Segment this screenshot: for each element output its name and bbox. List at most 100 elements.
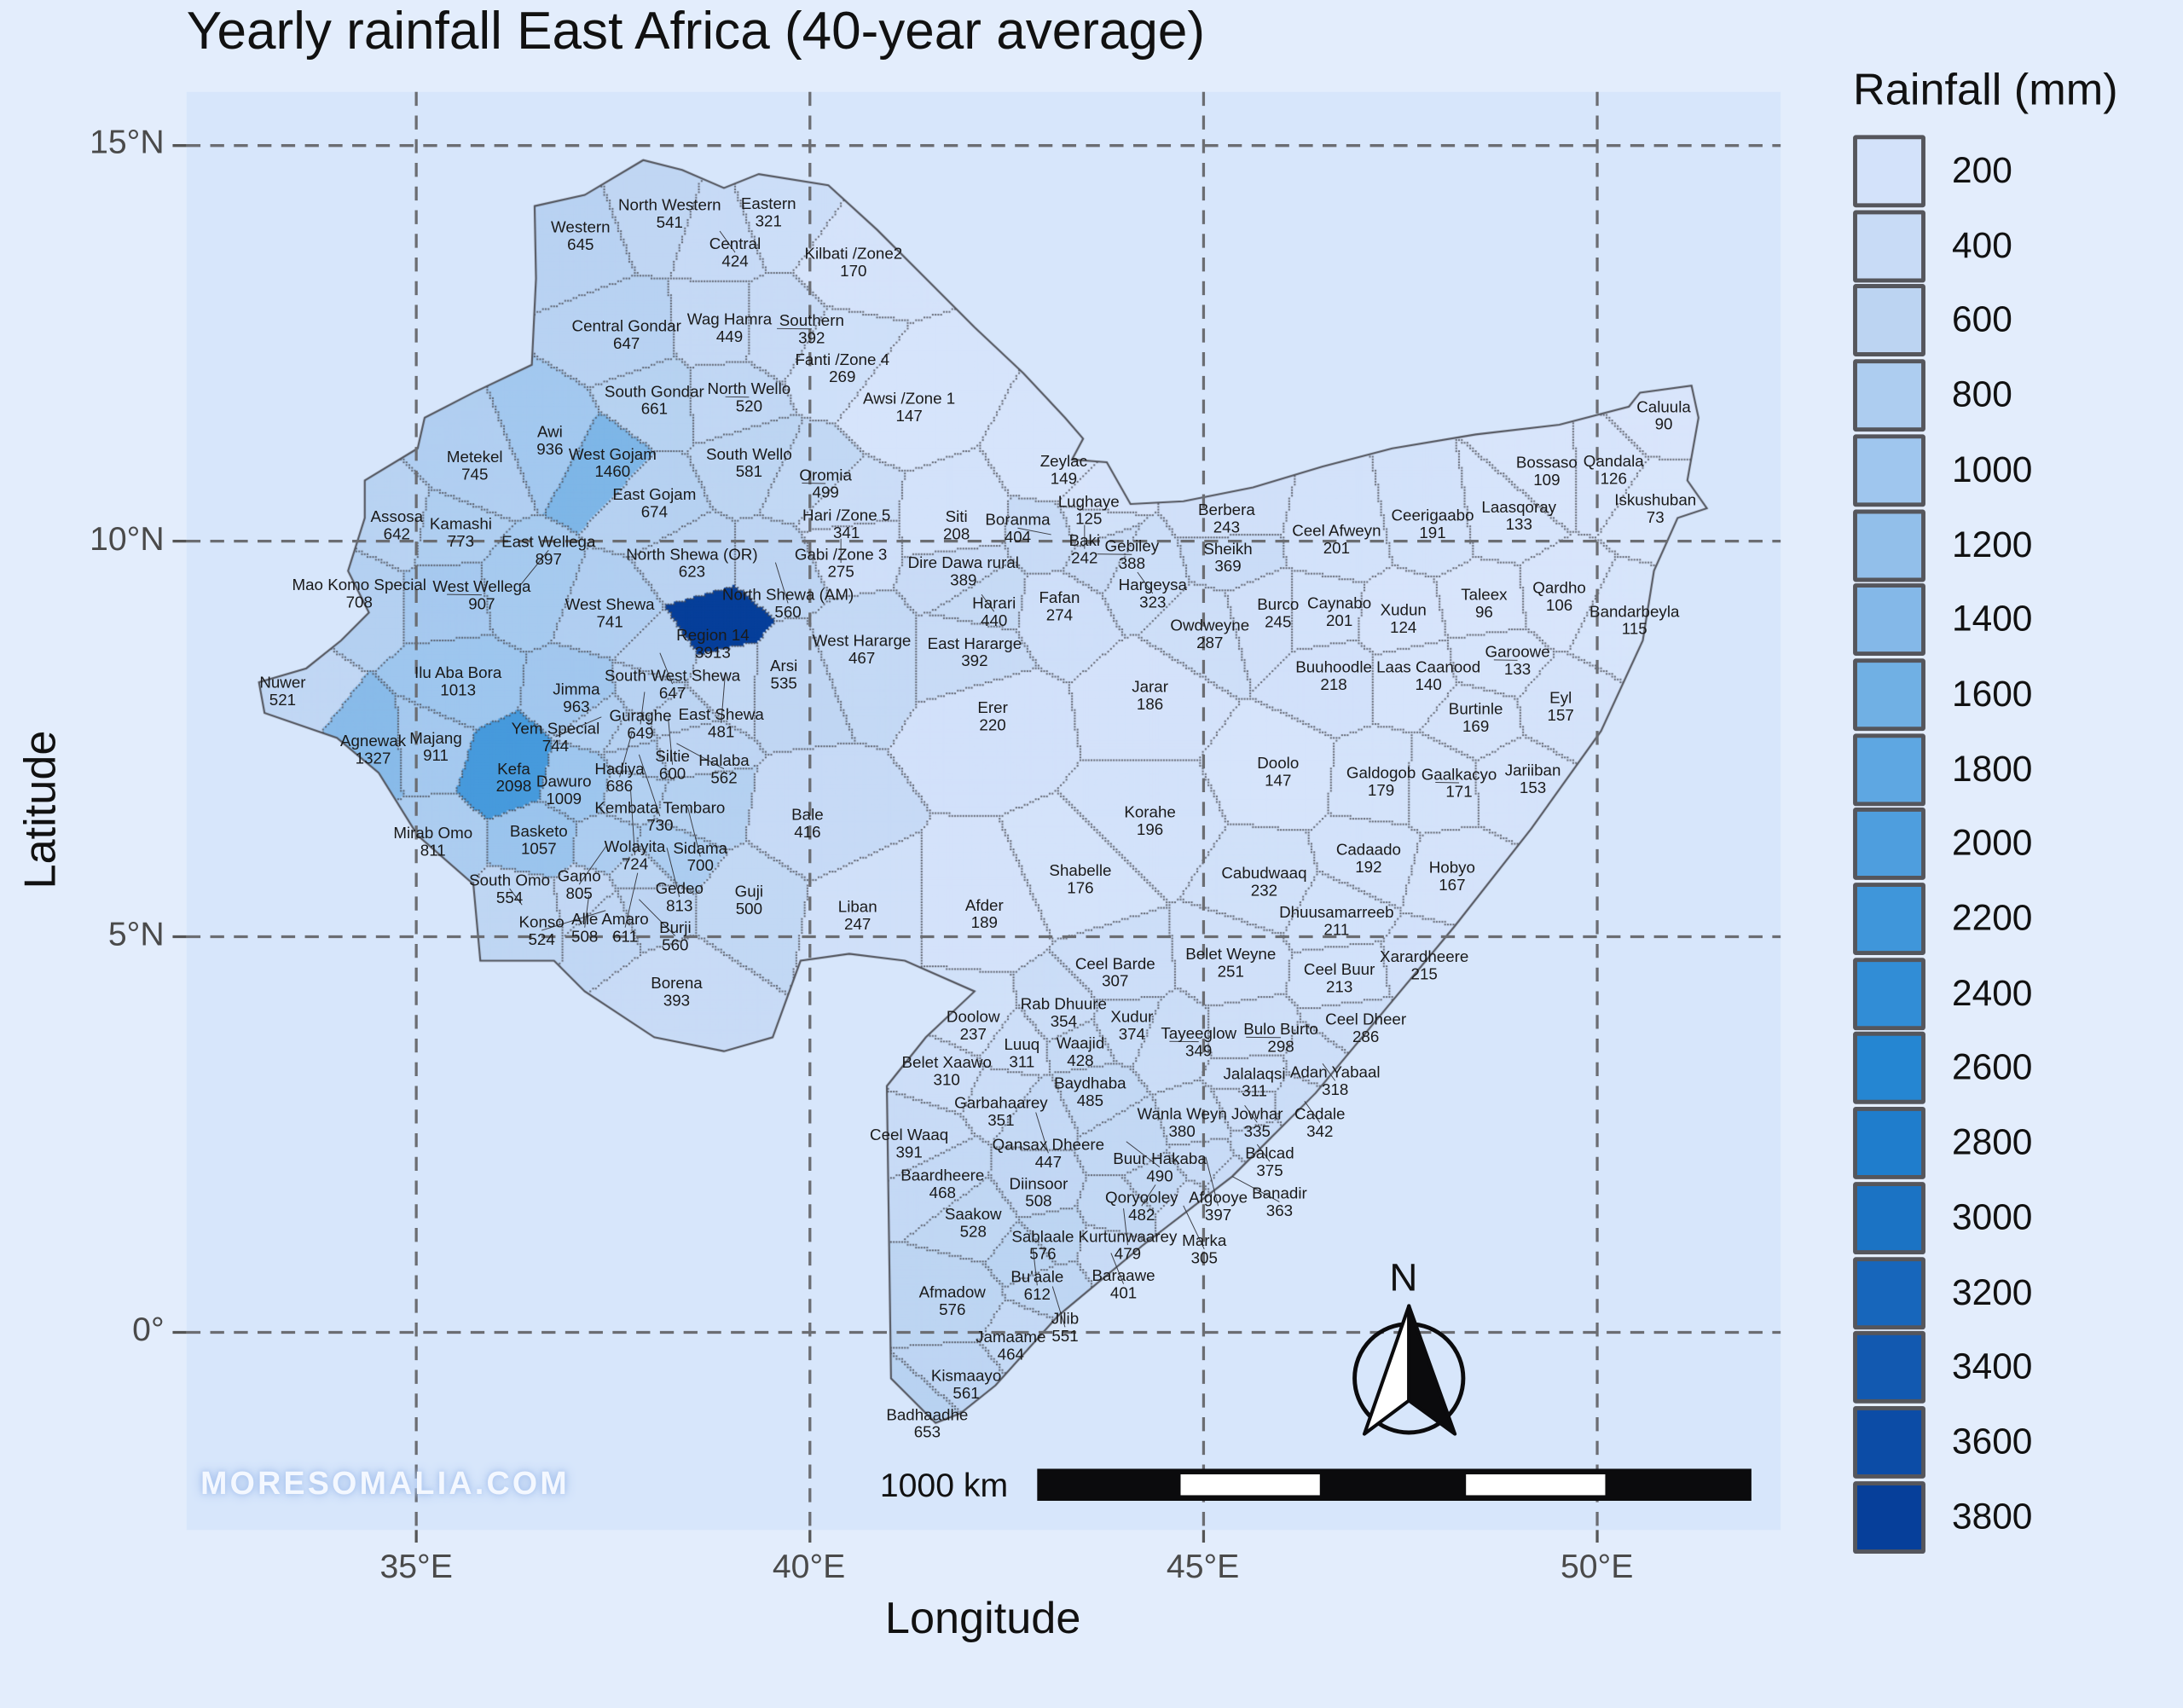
region-label: Afgooye 397 — [1189, 1189, 1248, 1224]
region-value: 708 — [346, 593, 373, 611]
region-name: West Wellega — [432, 577, 531, 595]
region-label: Tayeeglow 349 — [1161, 1024, 1236, 1059]
region-name: Kefa — [497, 760, 530, 778]
region-name: Agnewak — [340, 732, 407, 750]
region-value: 147 — [895, 407, 922, 425]
region-label: Cadale 342 — [1294, 1105, 1345, 1140]
region-name: Belet Xaawo — [902, 1053, 992, 1071]
region-label: Garbahaarey 351 — [954, 1094, 1048, 1129]
region-label: Qardho 106 — [1532, 579, 1586, 614]
region-value: 440 — [981, 611, 1007, 629]
region-value: 744 — [542, 737, 569, 755]
region-label-group: Hari /Zone 5 341 — [802, 507, 890, 541]
legend-label: 3400 — [1951, 1345, 2033, 1387]
y-axis-label: Latitude — [14, 730, 65, 889]
region-name: Southern — [779, 311, 844, 329]
region-name: Bandarbeyla — [1589, 602, 1680, 620]
region-label-group: Iskushuban 73 — [1614, 491, 1696, 526]
region-label-group: Balcad 375 — [1245, 1143, 1294, 1178]
region-value: 773 — [448, 532, 474, 550]
region-value: 298 — [1267, 1037, 1294, 1055]
legend-item: 3800 — [1853, 1480, 2159, 1554]
region-label: Doolo 147 — [1257, 754, 1299, 789]
region-value: 287 — [1196, 634, 1223, 651]
region-label-group: Metekel 745 — [447, 448, 503, 483]
region-name: Burtinle — [1449, 700, 1503, 718]
region-name: Fafan — [1039, 588, 1080, 606]
region-label-group: Luuq 311 — [1004, 1035, 1039, 1070]
region-value: 124 — [1390, 618, 1416, 636]
region-label: Jowhar 335 — [1231, 1105, 1283, 1140]
region-label-group: Qoryooley 482 — [1105, 1189, 1178, 1224]
region-label: Banadir 363 — [1252, 1184, 1307, 1219]
legend-label: 600 — [1951, 298, 2012, 341]
region-value: 1009 — [546, 790, 582, 808]
region-name: Baardheere — [900, 1166, 984, 1184]
region-value: 375 — [1256, 1161, 1283, 1179]
region-value: 115 — [1622, 620, 1647, 638]
region-label: Hadiya 686 — [594, 760, 645, 795]
region-name: Erer — [977, 698, 1007, 716]
region-label: West Wellega 907 — [432, 577, 531, 612]
region-name: Awi — [537, 423, 563, 441]
region-label-group: Ceel Afweyn 201 — [1292, 522, 1381, 557]
region-value: 186 — [1137, 695, 1163, 713]
region-name: Shabelle — [1049, 861, 1111, 879]
region-label: Caluula 90 — [1636, 397, 1691, 432]
region-label-group: Kurtunwaarey 479 — [1079, 1227, 1178, 1262]
region-label-group: Dire Dawa rural 389 — [908, 553, 1019, 588]
region-value: 167 — [1439, 876, 1465, 894]
region-label: Marka 305 — [1182, 1231, 1227, 1266]
legend-swatch — [1853, 284, 1925, 357]
region-value: 169 — [1462, 717, 1489, 735]
region-label-group: Buur Hakaba 490 — [1113, 1149, 1207, 1184]
region-name: East Gojam — [612, 485, 696, 503]
region-label-group: Central 424 — [709, 234, 761, 269]
region-value: 125 — [1075, 510, 1102, 528]
region-name: Jalalaqsi — [1224, 1064, 1286, 1082]
region-name: North Western — [618, 196, 721, 214]
scale-bar-segment — [1466, 1474, 1606, 1496]
region-name: Assosa — [371, 507, 424, 525]
region-value: 391 — [895, 1143, 922, 1161]
region-label-group: Xudur 374 — [1110, 1007, 1153, 1042]
region-label: Ceel Dheer 286 — [1325, 1010, 1406, 1045]
region-label: Western 645 — [551, 218, 611, 253]
legend-swatch — [1853, 583, 1925, 657]
region-label: North Western 541 — [618, 196, 721, 231]
region-label-group: Caluula 90 — [1636, 397, 1691, 432]
region-value: 305 — [1191, 1249, 1218, 1267]
region-value: 600 — [659, 764, 686, 782]
region-label: Kamashi 773 — [430, 514, 492, 549]
region-value: 342 — [1306, 1122, 1333, 1140]
region-value: 424 — [721, 252, 748, 270]
region-value: 700 — [687, 856, 714, 874]
region-name: Diinsoor — [1010, 1174, 1068, 1192]
region-label: Luuq 311 — [1004, 1035, 1039, 1070]
region-name: Qansax Dheere — [993, 1136, 1104, 1154]
region-value: 369 — [1214, 557, 1241, 575]
region-label-group: Gebiley 388 — [1105, 537, 1160, 572]
region-value: 741 — [596, 613, 622, 631]
scale-bar-segment — [1180, 1474, 1320, 1496]
region-value: 323 — [1139, 593, 1166, 611]
region-label: Bale 416 — [791, 806, 824, 841]
region-label: Ceel Waaq 391 — [870, 1126, 948, 1161]
region-label: South West Shewa 647 — [605, 666, 741, 701]
legend-swatch — [1853, 1181, 1925, 1254]
region-label: Belet Weyne 251 — [1185, 945, 1276, 980]
region-value: 311 — [1242, 1082, 1267, 1100]
region-name: Metekel — [447, 448, 503, 466]
region-label: Xarardheere 215 — [1380, 947, 1468, 982]
region-value: 310 — [934, 1071, 960, 1089]
region-label-group: Southern 392 — [779, 311, 844, 346]
region-label: Gamo 805 — [558, 866, 601, 901]
region-name: Hargeysa — [1119, 576, 1188, 593]
region-name: Kilbati /Zone2 — [804, 245, 902, 263]
region-label-group: Buuhoodle 218 — [1295, 658, 1372, 693]
region-value: 963 — [563, 698, 589, 715]
legend-swatch — [1853, 658, 1925, 731]
region-name: Garoowe — [1485, 643, 1550, 661]
region-value: 508 — [1025, 1192, 1051, 1210]
region-name: Oromia — [799, 466, 852, 483]
